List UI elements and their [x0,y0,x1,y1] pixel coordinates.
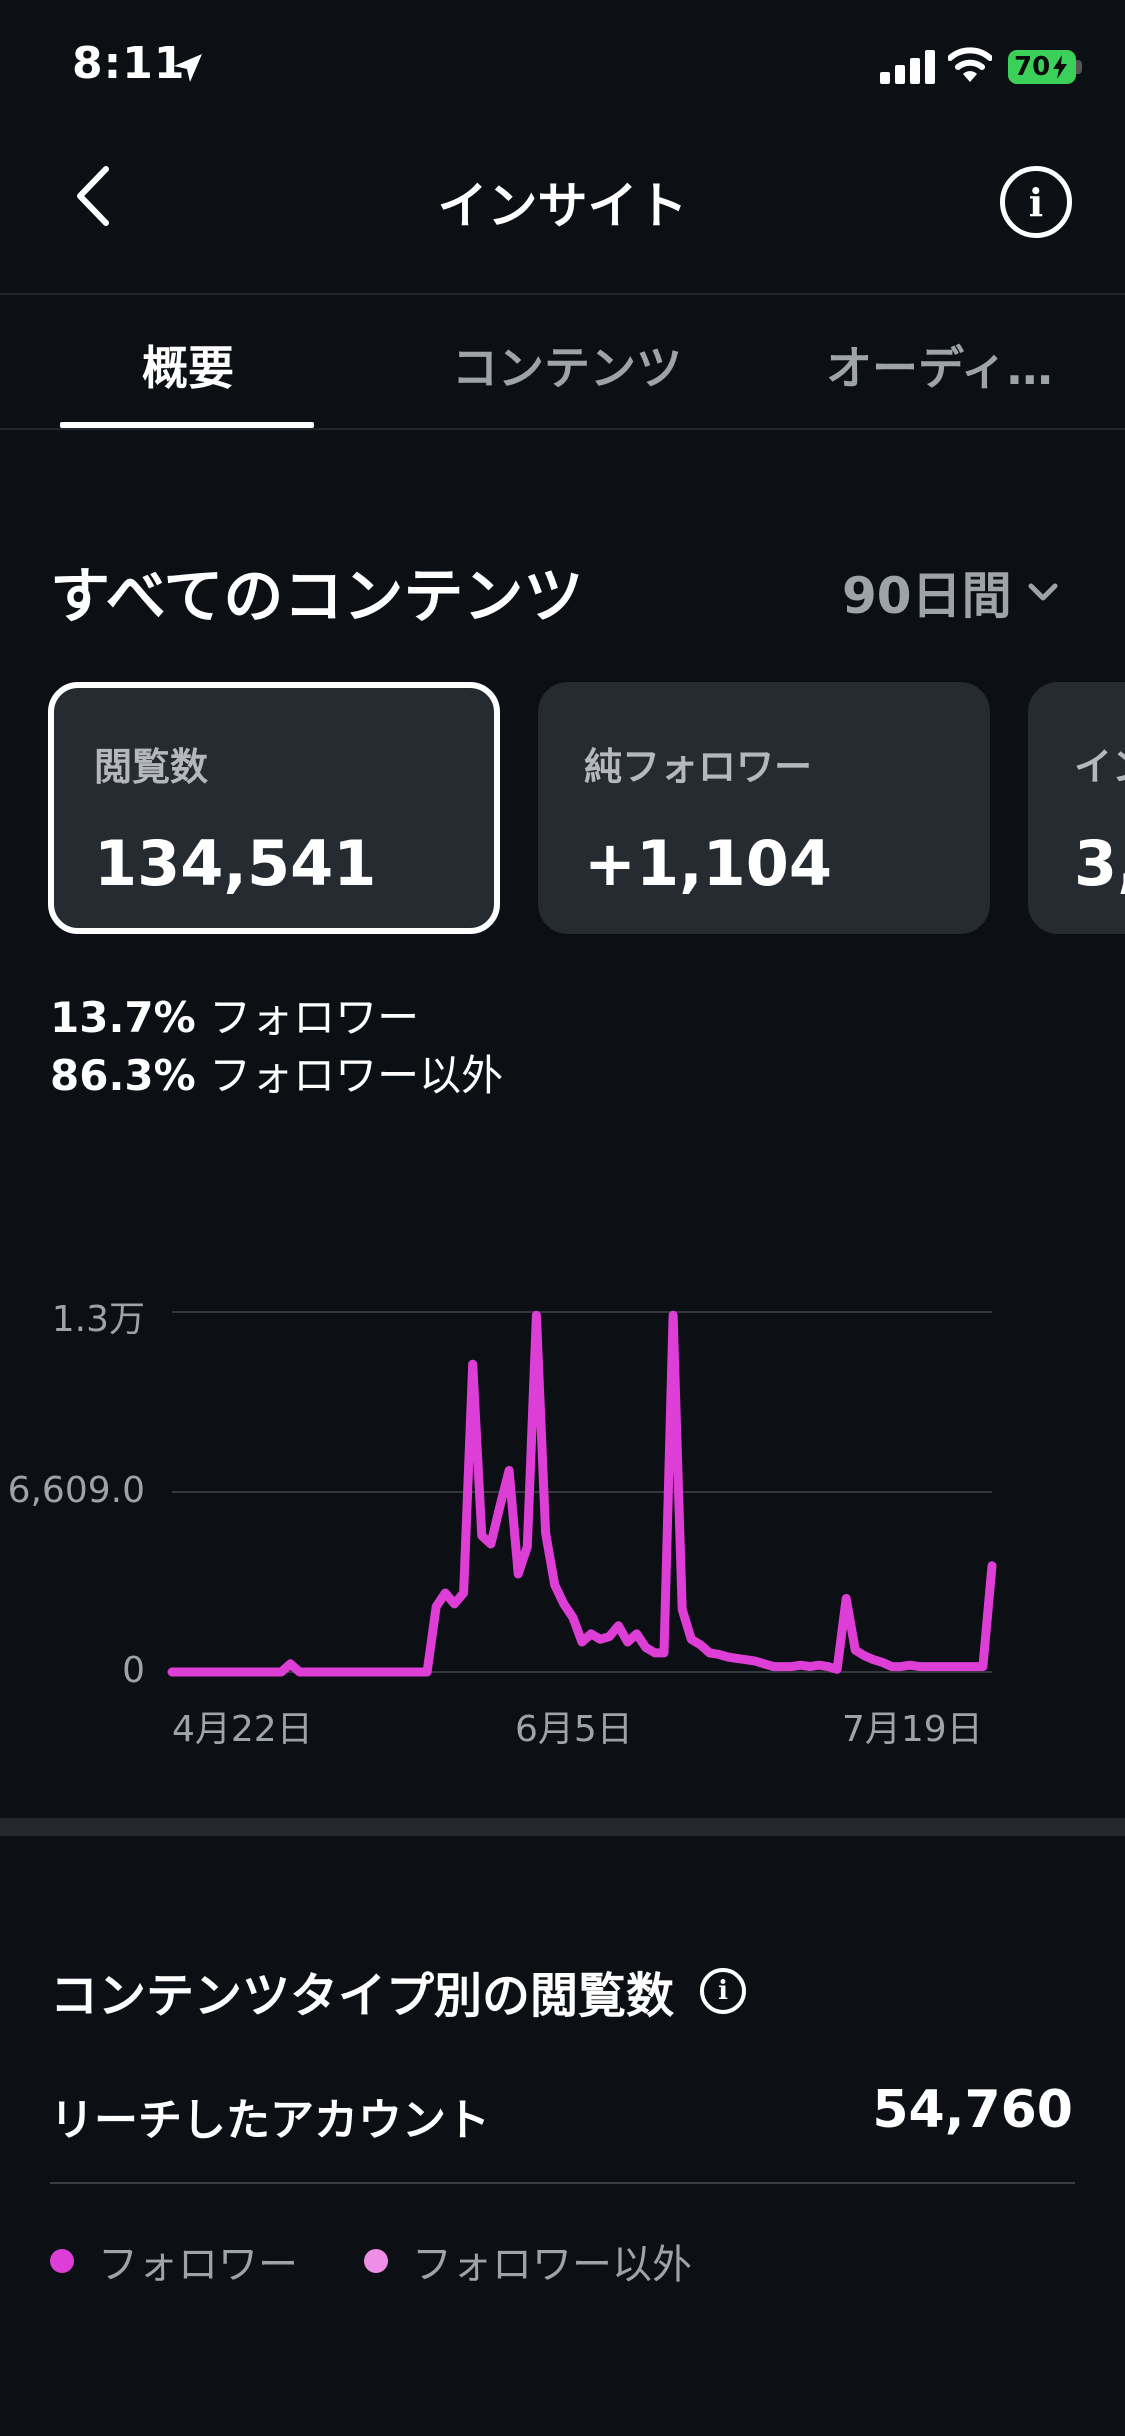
section-title: すべてのコンテンツ [50,562,584,632]
chevron-down-icon [1028,583,1058,601]
period-dropdown[interactable]: 90日間 [842,556,1058,628]
x-tick-label: 7月19日 [842,1709,983,1750]
reach-divider [50,2182,1075,2184]
metric-label: 閲覧数 [94,745,209,789]
legend-item-followers: フォロワー [50,2232,298,2290]
tab-active-indicator [60,422,314,428]
reach-label: リーチしたアカウント [50,2095,490,2146]
header-divider [0,293,1125,295]
x-tick-label: 4月22日 [172,1709,313,1750]
breakdown-non-followers: 86.3% フォロワー以外 [50,1042,503,1103]
metric-value: 134,541 [94,827,377,900]
y-tick-label: 0 [122,1650,145,1691]
metric-value: 3, [1074,827,1125,900]
back-button[interactable] [62,166,122,226]
legend-label: フォロワー以外 [412,2242,692,2288]
tabs-divider [0,428,1125,430]
battery-cap [1076,60,1082,74]
tab-overview[interactable]: 概要 [142,341,234,395]
info-button[interactable]: i [1000,166,1072,238]
legend-dot [364,2249,388,2273]
content-type-title: コンテンツタイプ別の閲覧数 [50,1968,675,2024]
wifi-icon [947,46,993,88]
period-label: 90日間 [842,567,1012,625]
battery-icon: 70 [1008,50,1076,84]
content-type-header: コンテンツタイプ別の閲覧数 i [50,1956,747,2026]
views-series-line [167,1310,997,1677]
info-icon[interactable]: i [700,1968,747,2014]
battery-level: 70 [1014,52,1051,82]
x-tick-label: 6月5日 [515,1709,633,1750]
metric-label: イン [1074,745,1125,789]
breakdown-pct: 86.3% [50,1051,196,1100]
metric-card-views[interactable]: 閲覧数 134,541 [48,682,500,934]
y-tick-label: 6,609.0 [7,1470,145,1511]
breakdown-pct: 13.7% [50,993,196,1042]
breakdown-followers: 13.7% フォロワー [50,984,419,1045]
chevron-left-icon [77,166,109,226]
metric-card-net-followers[interactable]: 純フォロワー +1,104 [538,682,990,934]
y-tick-label: 1.3万 [51,1299,145,1340]
tab-audience[interactable]: オーディ… [826,341,1053,395]
metric-value: +1,104 [584,827,833,900]
page-title: インサイト [437,177,688,235]
legend-label: フォロワー [98,2242,298,2288]
cellular-signal-icon [880,50,936,88]
legend-dot [50,2249,74,2273]
reach-value: 54,760 [872,2080,1073,2140]
legend-item-non-followers: フォロワー以外 [364,2232,692,2290]
tab-content[interactable]: コンテンツ [452,341,682,395]
metric-card-interactions[interactable]: イン 3, [1028,682,1125,934]
metric-label: 純フォロワー [584,745,813,789]
views-line-chart [167,1310,997,1677]
breakdown-label: フォロワー以外 [209,1051,504,1100]
section-divider [0,1818,1125,1836]
status-time: 8:11 [72,38,186,89]
location-arrow-icon [172,52,204,88]
breakdown-label: フォロワー [209,993,420,1042]
info-icon: i [1028,179,1044,225]
